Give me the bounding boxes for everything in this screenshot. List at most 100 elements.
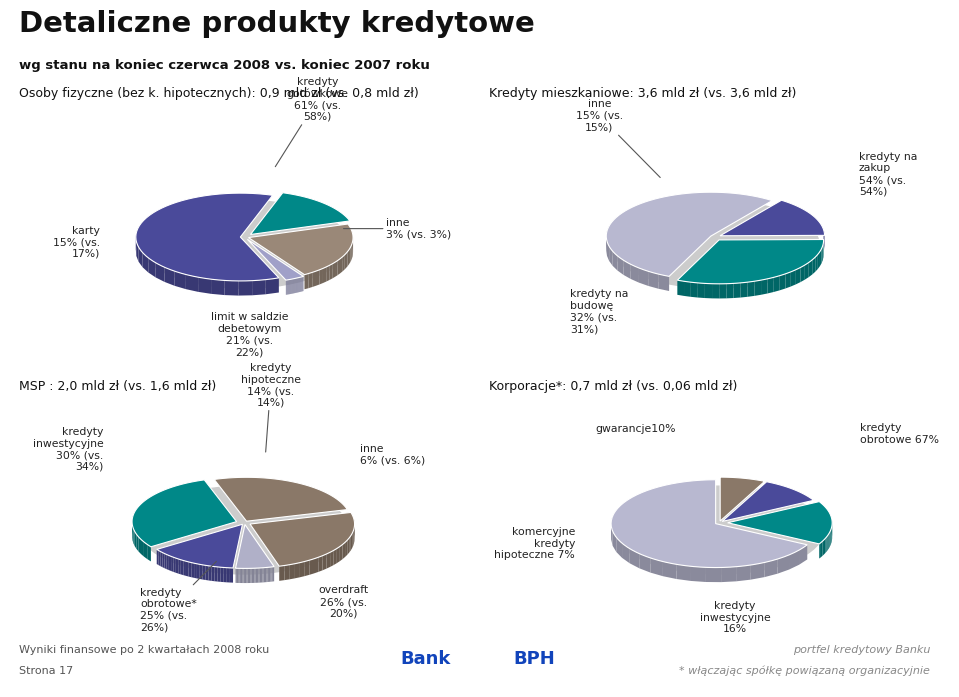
Polygon shape	[178, 559, 181, 574]
Text: overdraft
26% (vs.
20%): overdraft 26% (vs. 20%)	[318, 585, 369, 619]
Polygon shape	[611, 525, 613, 546]
Polygon shape	[174, 558, 175, 573]
Polygon shape	[796, 268, 801, 284]
Polygon shape	[199, 565, 202, 579]
Polygon shape	[332, 262, 335, 279]
Polygon shape	[189, 562, 192, 577]
Polygon shape	[823, 539, 824, 556]
Polygon shape	[801, 265, 805, 282]
Polygon shape	[314, 558, 318, 574]
Polygon shape	[133, 528, 134, 546]
Polygon shape	[613, 531, 617, 552]
Polygon shape	[269, 567, 270, 582]
Polygon shape	[805, 263, 808, 279]
Polygon shape	[214, 477, 347, 521]
Polygon shape	[719, 284, 726, 298]
Text: gwarancje10%: gwarancje10%	[596, 424, 676, 434]
Polygon shape	[309, 273, 313, 288]
Polygon shape	[199, 277, 211, 294]
Polygon shape	[215, 567, 218, 581]
Text: limit w saldzie
debetowym
21% (vs.
22%): limit w saldzie debetowym 21% (vs. 22%)	[211, 312, 289, 357]
Polygon shape	[326, 266, 329, 282]
Polygon shape	[254, 568, 256, 583]
Polygon shape	[247, 568, 249, 583]
Polygon shape	[136, 193, 279, 281]
Polygon shape	[611, 480, 807, 567]
Polygon shape	[248, 224, 353, 275]
Polygon shape	[676, 565, 691, 581]
Polygon shape	[175, 271, 186, 289]
Polygon shape	[194, 563, 197, 579]
Polygon shape	[156, 524, 243, 568]
Polygon shape	[819, 542, 821, 558]
Polygon shape	[721, 567, 737, 582]
Polygon shape	[326, 552, 330, 569]
Polygon shape	[330, 551, 334, 567]
Polygon shape	[751, 562, 764, 580]
Polygon shape	[607, 226, 609, 246]
Polygon shape	[808, 260, 812, 277]
Polygon shape	[818, 252, 820, 269]
Polygon shape	[617, 537, 622, 558]
Polygon shape	[144, 542, 148, 559]
Polygon shape	[623, 260, 631, 279]
Polygon shape	[148, 544, 151, 561]
Polygon shape	[690, 282, 698, 298]
Ellipse shape	[615, 487, 824, 574]
Polygon shape	[639, 268, 648, 286]
Polygon shape	[156, 549, 158, 565]
Polygon shape	[136, 534, 138, 551]
Polygon shape	[728, 502, 832, 544]
Polygon shape	[221, 567, 223, 582]
Text: karty
15% (vs.
17%): karty 15% (vs. 17%)	[53, 226, 101, 259]
Polygon shape	[344, 254, 346, 270]
Text: kredyty
gotówkowe
61% (vs.
58%): kredyty gotówkowe 61% (vs. 58%)	[275, 77, 349, 167]
Polygon shape	[740, 282, 748, 298]
Polygon shape	[136, 241, 138, 261]
Polygon shape	[138, 537, 141, 554]
Polygon shape	[143, 252, 149, 273]
Polygon shape	[340, 257, 342, 273]
Text: kredyty na
budowę
32% (vs.
31%): kredyty na budowę 32% (vs. 31%)	[571, 289, 628, 334]
Polygon shape	[197, 564, 199, 579]
Polygon shape	[211, 279, 224, 295]
Polygon shape	[250, 193, 350, 234]
Text: * włączając spółkę powiązaną organizacyjnie: * włączając spółkę powiązaną organizacyj…	[679, 666, 930, 676]
Text: Strona 17: Strona 17	[19, 666, 74, 675]
Polygon shape	[310, 559, 314, 575]
Polygon shape	[240, 568, 241, 583]
Polygon shape	[243, 568, 244, 583]
Polygon shape	[169, 556, 171, 571]
Polygon shape	[347, 250, 349, 266]
Text: kredyty
hipoteczne
14% (vs.
14%): kredyty hipoteczne 14% (vs. 14%)	[241, 363, 301, 452]
Polygon shape	[319, 268, 323, 284]
Polygon shape	[712, 284, 719, 298]
Polygon shape	[295, 562, 300, 579]
Polygon shape	[767, 277, 774, 293]
Polygon shape	[737, 565, 751, 581]
Polygon shape	[238, 568, 240, 583]
Polygon shape	[236, 568, 237, 583]
Text: MSP : 2,0 mld zł (vs. 1,6 mld zł): MSP : 2,0 mld zł (vs. 1,6 mld zł)	[19, 380, 217, 393]
Polygon shape	[183, 560, 186, 576]
Polygon shape	[338, 259, 340, 275]
Polygon shape	[684, 282, 690, 297]
Polygon shape	[345, 540, 347, 557]
Polygon shape	[734, 283, 740, 298]
Polygon shape	[266, 278, 279, 294]
Polygon shape	[239, 281, 252, 296]
Polygon shape	[267, 567, 268, 582]
Text: Korporacje*: 0,7 mld zł (vs. 0,06 mld zł): Korporacje*: 0,7 mld zł (vs. 0,06 mld zł…	[489, 380, 737, 393]
Polygon shape	[268, 567, 269, 582]
Polygon shape	[300, 562, 305, 577]
Polygon shape	[261, 568, 263, 583]
Polygon shape	[285, 565, 290, 580]
Polygon shape	[650, 558, 663, 576]
Polygon shape	[799, 545, 807, 565]
Polygon shape	[705, 284, 712, 298]
Polygon shape	[136, 230, 137, 250]
Polygon shape	[132, 480, 237, 546]
Polygon shape	[313, 271, 316, 287]
Polygon shape	[236, 525, 274, 569]
Polygon shape	[158, 551, 160, 566]
